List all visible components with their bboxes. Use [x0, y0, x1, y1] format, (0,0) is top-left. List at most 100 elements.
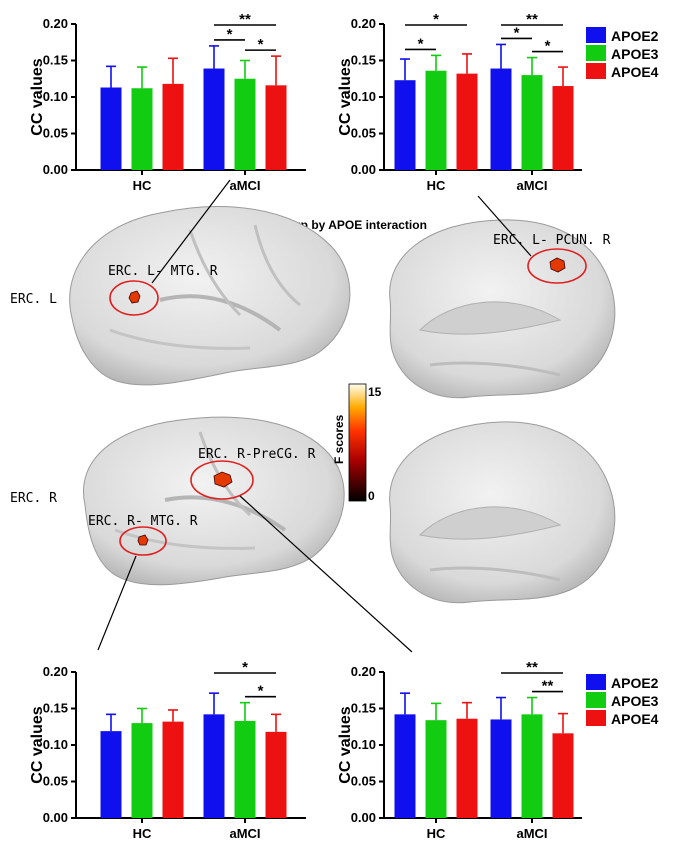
roi-label-l-pcun: ERC. L- PCUN. R — [493, 233, 611, 248]
roi-label-l-mtg: ERC. L- MTG. R — [108, 264, 218, 279]
significance-label: * — [258, 683, 264, 700]
legend-label-apoe4: APOE4 — [611, 711, 659, 727]
legend-swatch-apoe4 — [586, 710, 606, 726]
legend-label-apoe4: APOE4 — [611, 64, 659, 80]
significance-label: * — [418, 35, 424, 52]
side-label-right: ERC. R — [10, 491, 57, 506]
y-tick-label: 0.20 — [351, 16, 376, 31]
bar-apoe2 — [100, 731, 122, 818]
y-tick-label: 0.05 — [351, 126, 376, 141]
x-tick-label: HC — [427, 826, 446, 841]
significance-label: ** — [239, 11, 251, 28]
significance-label: * — [258, 36, 264, 53]
significance-label: * — [514, 24, 520, 41]
y-tick-label: 0.05 — [351, 774, 376, 789]
y-tick-label: 0.05 — [43, 774, 68, 789]
y-tick-label: 0.00 — [43, 162, 68, 177]
y-tick-label: 0.20 — [351, 664, 376, 679]
roi-label-r-precg: ERC. R-PreCG. R — [198, 447, 316, 462]
y-tick-label: 0.15 — [43, 701, 68, 716]
colorbar-min-label: 0 — [368, 489, 375, 503]
bar-apoe4 — [552, 86, 574, 170]
bar-apoe4 — [265, 731, 287, 818]
bar-apoe2 — [100, 87, 122, 170]
significance-label: * — [227, 26, 233, 43]
connector-l-pcun — [477, 195, 532, 257]
roi-blob-l-pcun — [549, 257, 566, 273]
bar-apoe3 — [131, 723, 153, 818]
bar-apoe4 — [456, 718, 478, 818]
colorbar-gradient — [348, 383, 367, 502]
roi-blob-r-mtg — [137, 534, 149, 546]
brain-right-medial — [389, 421, 616, 604]
legend-label-apoe2: APOE2 — [611, 28, 659, 44]
x-tick-label: aMCI — [229, 178, 260, 193]
bar-apoe3 — [234, 720, 256, 818]
y-tick-label: 0.00 — [351, 162, 376, 177]
bar-apoe3 — [425, 720, 447, 818]
y-tick-label: 0.05 — [43, 126, 68, 141]
x-tick-label: aMCI — [516, 178, 547, 193]
colorbar-max-label: 15 — [368, 385, 382, 399]
legend-swatch-apoe3 — [586, 45, 606, 61]
bar-apoe2 — [490, 719, 512, 818]
legend-top: APOE2 APOE3 APOE4 — [586, 27, 659, 80]
significance-label: * — [242, 659, 248, 676]
y-axis-label: CC values — [337, 58, 354, 135]
bar-apoe3 — [521, 714, 543, 818]
y-tick-label: 0.10 — [351, 737, 376, 752]
bar-apoe3 — [521, 75, 543, 170]
y-tick-label: 0.10 — [43, 737, 68, 752]
colorbar: 15 0 F scores — [332, 383, 382, 503]
significance-label: ** — [542, 678, 554, 695]
significance-label: ** — [526, 659, 538, 676]
bar-apoe4 — [265, 85, 287, 170]
legend-label-apoe2: APOE2 — [611, 675, 659, 691]
bar-chart-bottom-left: 0.00 0.05 0.10 0.15 0.20 CC values HC aMCI * * — [29, 659, 306, 841]
bar-apoe2 — [203, 714, 225, 818]
bar-apoe3 — [131, 88, 153, 170]
y-tick-label: 0.10 — [43, 89, 68, 104]
y-axis-label: CC values — [29, 706, 46, 783]
y-tick-label: 0.15 — [351, 701, 376, 716]
x-tick-label: HC — [133, 826, 152, 841]
bar-apoe2 — [203, 68, 225, 170]
roi-label-r-mtg: ERC. R- MTG. R — [88, 514, 198, 529]
x-tick-label: HC — [427, 178, 446, 193]
connector-r-mtg — [97, 555, 137, 651]
x-tick-label: HC — [133, 178, 152, 193]
y-tick-label: 0.10 — [351, 89, 376, 104]
y-axis-label: CC values — [29, 58, 46, 135]
bar-apoe4 — [162, 83, 184, 170]
significance-label: * — [433, 11, 439, 28]
roi-blob-l-mtg — [128, 290, 141, 304]
legend-bottom: APOE2 APOE3 APOE4 — [586, 674, 659, 727]
y-tick-label: 0.20 — [43, 664, 68, 679]
bar-apoe3 — [234, 78, 256, 170]
legend-swatch-apoe2 — [586, 27, 606, 43]
legend-swatch-apoe4 — [586, 63, 606, 79]
legend-label-apoe3: APOE3 — [611, 46, 659, 62]
x-tick-label: aMCI — [516, 826, 547, 841]
y-axis-label: CC values — [337, 706, 354, 783]
roi-circle-r-precg — [190, 460, 254, 500]
legend-swatch-apoe3 — [586, 692, 606, 708]
y-tick-label: 0.15 — [351, 53, 376, 68]
legend-label-apoe3: APOE3 — [611, 693, 659, 709]
brain-right-lateral — [83, 416, 345, 586]
y-tick-label: 0.00 — [351, 810, 376, 825]
bar-apoe4 — [162, 721, 184, 818]
y-tick-label: 0.00 — [43, 810, 68, 825]
bar-apoe2 — [490, 68, 512, 170]
y-tick-label: 0.20 — [43, 16, 68, 31]
center-title: Group by APOE interaction — [272, 218, 427, 232]
legend-swatch-apoe2 — [586, 674, 606, 690]
roi-circle-l-pcun — [527, 248, 587, 284]
bar-chart-bottom-right: 0.00 0.05 0.10 0.15 0.20 CC values HC aMCI **** — [337, 659, 582, 841]
brain-left-lateral — [69, 206, 351, 386]
bar-apoe3 — [425, 70, 447, 170]
significance-label: ** — [526, 11, 538, 28]
